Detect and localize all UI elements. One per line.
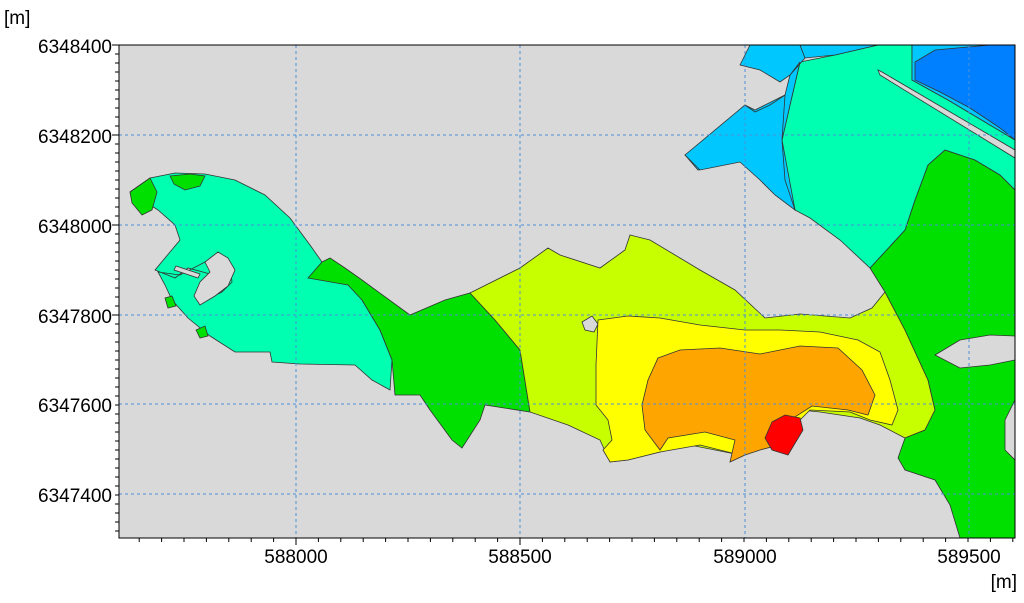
- y-tick-label: 6348200: [38, 127, 112, 148]
- region-red: [764, 414, 804, 456]
- y-tick-label: 6348400: [38, 37, 112, 58]
- region-green-middle: [307, 257, 531, 449]
- region-green-small-left: [164, 295, 177, 309]
- hole-small: [581, 315, 599, 333]
- x-unit-label: [m]: [991, 572, 1017, 593]
- y-unit-label: [m]: [4, 8, 30, 29]
- y-tick-label: 6347400: [38, 486, 112, 507]
- contour-regions: [129, 45, 1015, 538]
- x-tick-label: 588500: [488, 547, 551, 568]
- region-light-blue-2: [684, 94, 796, 212]
- y-tick-label: 6347800: [38, 307, 112, 328]
- plot-frame: [118, 44, 1016, 539]
- region-green-nw-tip: [129, 177, 158, 216]
- region-green-nw-top: [169, 173, 206, 191]
- y-tick-label: 6348000: [38, 217, 112, 238]
- pier-west: [173, 265, 201, 279]
- hole-east: [934, 334, 1015, 369]
- x-tick-label: 588000: [264, 547, 327, 568]
- lake-west: [193, 251, 236, 306]
- grid-lines: [119, 45, 1015, 538]
- region-blue: [914, 45, 1015, 141]
- region-green-small-left2: [195, 325, 209, 339]
- region-light-blue-3: [799, 45, 879, 59]
- hole-east2: [1004, 399, 1015, 461]
- x-axis-labels: 588000 588500 589000 589500: [264, 547, 1000, 568]
- y-tick-label: 6347600: [38, 396, 112, 417]
- x-tick-label: 589500: [937, 547, 1000, 568]
- tick-marks: [112, 44, 1014, 545]
- y-axis-labels: 6348400 6348200 6348000 6347800 6347600 …: [38, 37, 112, 507]
- x-tick-label: 589000: [713, 547, 776, 568]
- channel-northeast: [877, 69, 1015, 159]
